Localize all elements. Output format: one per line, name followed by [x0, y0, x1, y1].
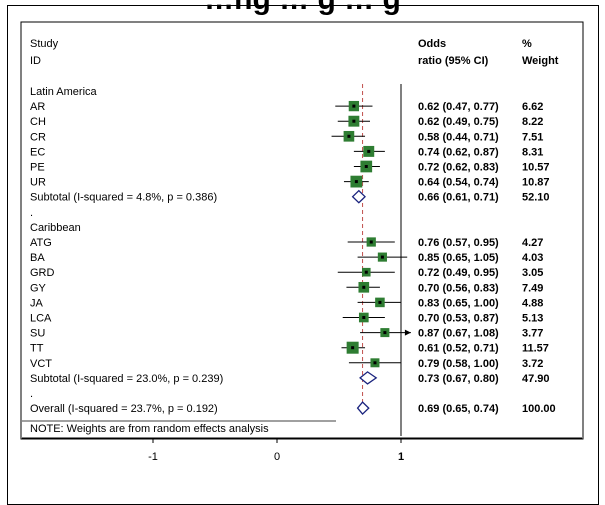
point-estimate-13 — [362, 285, 366, 289]
row-label-19: Subtotal (I-squared = 23.0%, p = 0.239) — [30, 373, 223, 385]
subtotal-diamond-19 — [359, 371, 378, 385]
row-ci-12: 0.72 (0.49, 0.95) — [418, 267, 499, 279]
row-ci-3: 0.58 (0.44, 0.71) — [418, 131, 499, 143]
row-label-17: TT — [30, 343, 44, 355]
row-label-1: AR — [30, 101, 45, 113]
point-estimate-15 — [362, 316, 366, 319]
row-label-2: CH — [30, 116, 46, 128]
row-label-5: PE — [30, 162, 45, 174]
point-estimate-3 — [347, 134, 351, 138]
row-weight-4: 8.31 — [522, 146, 543, 158]
row-label-9: Caribbean — [30, 222, 81, 234]
x-tick-label-2: 1 — [398, 451, 404, 463]
header-ratio-ci: ratio (95% CI) — [418, 55, 489, 67]
point-estimate-17 — [351, 346, 355, 350]
ci-arrow-16 — [404, 329, 411, 336]
header-weight: Weight — [522, 55, 559, 67]
x-tick-label-1: 0 — [274, 451, 280, 463]
point-estimate-18 — [373, 361, 377, 365]
row-weight-12: 3.05 — [522, 267, 543, 279]
row-ci-4: 0.74 (0.62, 0.87) — [418, 146, 499, 158]
header-odds: Odds — [418, 38, 446, 50]
row-weight-2: 8.22 — [522, 116, 543, 128]
row-label-20: . — [30, 388, 33, 400]
row-ci-15: 0.70 (0.53, 0.87) — [418, 313, 499, 325]
row-weight-21: 100.00 — [522, 403, 556, 415]
row-label-15: LCA — [30, 313, 52, 325]
row-weight-3: 7.51 — [522, 131, 543, 143]
row-ci-17: 0.61 (0.52, 0.71) — [418, 343, 499, 355]
row-weight-16: 3.77 — [522, 328, 543, 340]
header-study: Study — [30, 38, 59, 50]
point-estimate-5 — [364, 165, 368, 168]
x-tick-label-0: -1 — [148, 451, 158, 463]
row-ci-10: 0.76 (0.57, 0.95) — [418, 237, 499, 249]
row-label-7: Subtotal (I-squared = 4.8%, p = 0.386) — [30, 192, 217, 204]
row-weight-14: 4.88 — [522, 297, 543, 309]
header-id: ID — [30, 55, 41, 67]
row-ci-16: 0.87 (0.67, 1.08) — [418, 328, 499, 340]
note-text: NOTE: Weights are from random effects an… — [30, 423, 269, 435]
row-label-11: BA — [30, 252, 45, 264]
row-ci-6: 0.64 (0.54, 0.74) — [418, 177, 499, 189]
row-weight-6: 10.87 — [522, 177, 550, 189]
row-ci-1: 0.62 (0.47, 0.77) — [418, 101, 499, 113]
row-label-21: Overall (I-squared = 23.7%, p = 0.192) — [30, 403, 218, 415]
row-ci-7: 0.66 (0.61, 0.71) — [418, 192, 499, 204]
point-estimate-16 — [383, 331, 387, 335]
row-label-0: Latin America — [30, 86, 98, 98]
point-estimate-11 — [380, 255, 384, 259]
row-ci-11: 0.85 (0.65, 1.05) — [418, 252, 499, 264]
row-label-14: JA — [30, 297, 44, 309]
row-label-18: VCT — [30, 358, 52, 370]
header-percent: % — [522, 38, 532, 50]
point-estimate-1 — [352, 104, 356, 108]
row-label-16: SU — [30, 328, 45, 340]
plot-panel — [20, 21, 584, 440]
row-weight-1: 6.62 — [522, 101, 543, 113]
subtotal-diamond-7 — [351, 189, 366, 204]
row-label-12: GRD — [30, 267, 55, 279]
overall-diamond — [356, 401, 370, 416]
row-label-8: . — [30, 207, 33, 219]
row-ci-2: 0.62 (0.49, 0.75) — [418, 116, 499, 128]
row-label-10: ATG — [30, 237, 52, 249]
row-ci-13: 0.70 (0.56, 0.83) — [418, 282, 499, 294]
point-estimate-4 — [367, 149, 371, 153]
row-label-4: EC — [30, 146, 45, 158]
point-estimate-12 — [364, 270, 368, 274]
row-ci-19: 0.73 (0.67, 0.80) — [418, 373, 499, 385]
row-weight-13: 7.49 — [522, 282, 543, 294]
row-weight-10: 4.27 — [522, 237, 543, 249]
page-title: …ng … g … g — [0, 0, 605, 17]
row-weight-15: 5.13 — [522, 313, 543, 325]
row-weight-17: 11.57 — [522, 343, 549, 355]
row-weight-5: 10.57 — [522, 162, 550, 174]
point-estimate-6 — [354, 180, 358, 184]
row-label-3: CR — [30, 131, 46, 143]
row-weight-19: 47.90 — [522, 373, 550, 385]
forest-plot: Study ID Odds ratio (95% CI)% Weight Latin Am… — [20, 21, 584, 463]
point-estimate-14 — [378, 300, 382, 304]
point-estimate-10 — [369, 240, 373, 244]
row-label-13: GY — [30, 282, 47, 294]
point-estimate-2 — [352, 119, 356, 123]
row-ci-18: 0.79 (0.58, 1.00) — [418, 358, 499, 370]
row-label-6: UR — [30, 177, 46, 189]
row-weight-11: 4.03 — [522, 252, 543, 264]
row-ci-5: 0.72 (0.62, 0.83) — [418, 162, 499, 174]
row-weight-18: 3.72 — [522, 358, 543, 370]
row-weight-7: 52.10 — [522, 192, 550, 204]
row-ci-21: 0.69 (0.65, 0.74) — [418, 403, 499, 415]
row-ci-14: 0.83 (0.65, 1.00) — [418, 297, 499, 309]
